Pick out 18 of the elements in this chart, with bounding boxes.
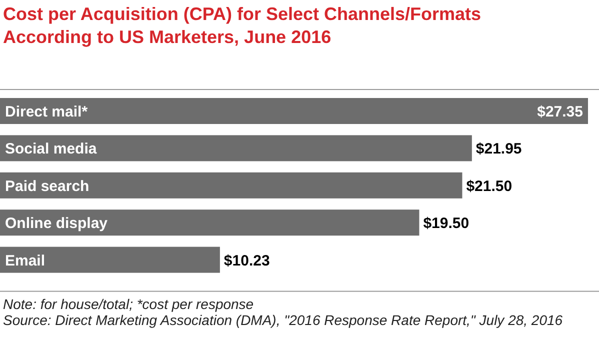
y-tick-label: Social media	[5, 140, 98, 158]
y-tick-label: Paid search	[5, 178, 90, 195]
data-label: $27.35	[537, 104, 583, 120]
bar	[0, 172, 462, 198]
y-tick-label: Email	[5, 252, 46, 270]
y-tick-label: Online display	[5, 215, 108, 232]
bar	[0, 135, 472, 162]
text: Note: for house/total; *cost per response	[3, 296, 254, 312]
source-note: Source: Direct Marketing Association (DMA), "2016 Response Rate Report," July 28, 2016	[3, 312, 563, 328]
bar	[0, 246, 220, 273]
data-label: $21.50	[466, 178, 512, 195]
bar	[0, 98, 588, 124]
y-tick-label: Direct mail*	[5, 104, 88, 120]
bar	[0, 210, 420, 236]
data-label: $19.50	[423, 215, 470, 232]
data-label: $21.95	[476, 140, 522, 158]
data-label: $10.23	[224, 252, 270, 270]
chart-title: Cost per Acquisition (CPA) for Select Channels/Formats According to US Marketers, June 2016	[3, 4, 482, 47]
